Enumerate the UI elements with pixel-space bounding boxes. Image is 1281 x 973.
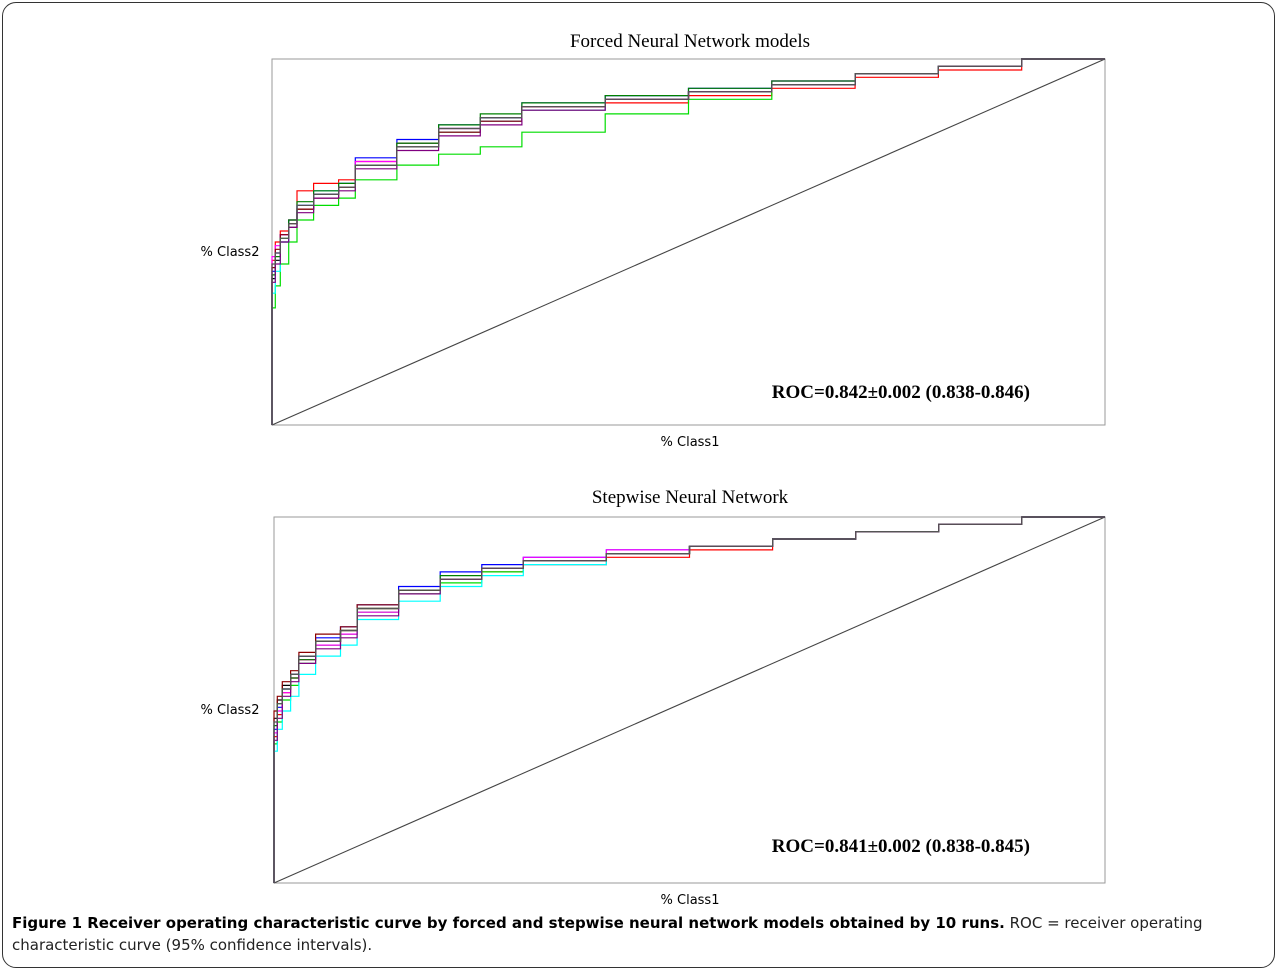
reference-diagonal bbox=[271, 58, 1106, 426]
y-axis-label: % Class2 bbox=[201, 245, 260, 260]
plot-frame bbox=[271, 58, 1106, 426]
plot-frame bbox=[273, 516, 1106, 884]
figure-caption: Figure 1 Receiver operating characterist… bbox=[12, 912, 1262, 956]
caption-text: ROC = receiver operating characteristic … bbox=[12, 914, 1203, 954]
stepwise-nn-chart: Stepwise Neural Network % Class2 % Class… bbox=[201, 487, 1106, 905]
roc-curve-run-10 bbox=[271, 58, 1105, 425]
reference-diagonal bbox=[273, 516, 1106, 884]
roc-annotation: ROC=0.841±0.002 (0.838-0.845) bbox=[772, 836, 1030, 857]
caption-bold: Figure 1 Receiver operating characterist… bbox=[12, 914, 1005, 932]
forced-nn-chart: Forced Neural Network models % Class2 % … bbox=[201, 31, 1106, 450]
roc-figure: Forced Neural Network models % Class2 % … bbox=[201, 31, 1106, 905]
x-axis-label: % Class1 bbox=[661, 893, 720, 905]
roc-annotation: ROC=0.842±0.002 (0.838-0.846) bbox=[772, 382, 1030, 403]
y-axis-label: % Class2 bbox=[201, 703, 260, 718]
x-axis-label: % Class1 bbox=[661, 435, 720, 450]
roc-curve-run-10 bbox=[273, 516, 1105, 883]
chart-title: Stepwise Neural Network bbox=[592, 487, 789, 508]
chart-title: Forced Neural Network models bbox=[570, 31, 810, 52]
